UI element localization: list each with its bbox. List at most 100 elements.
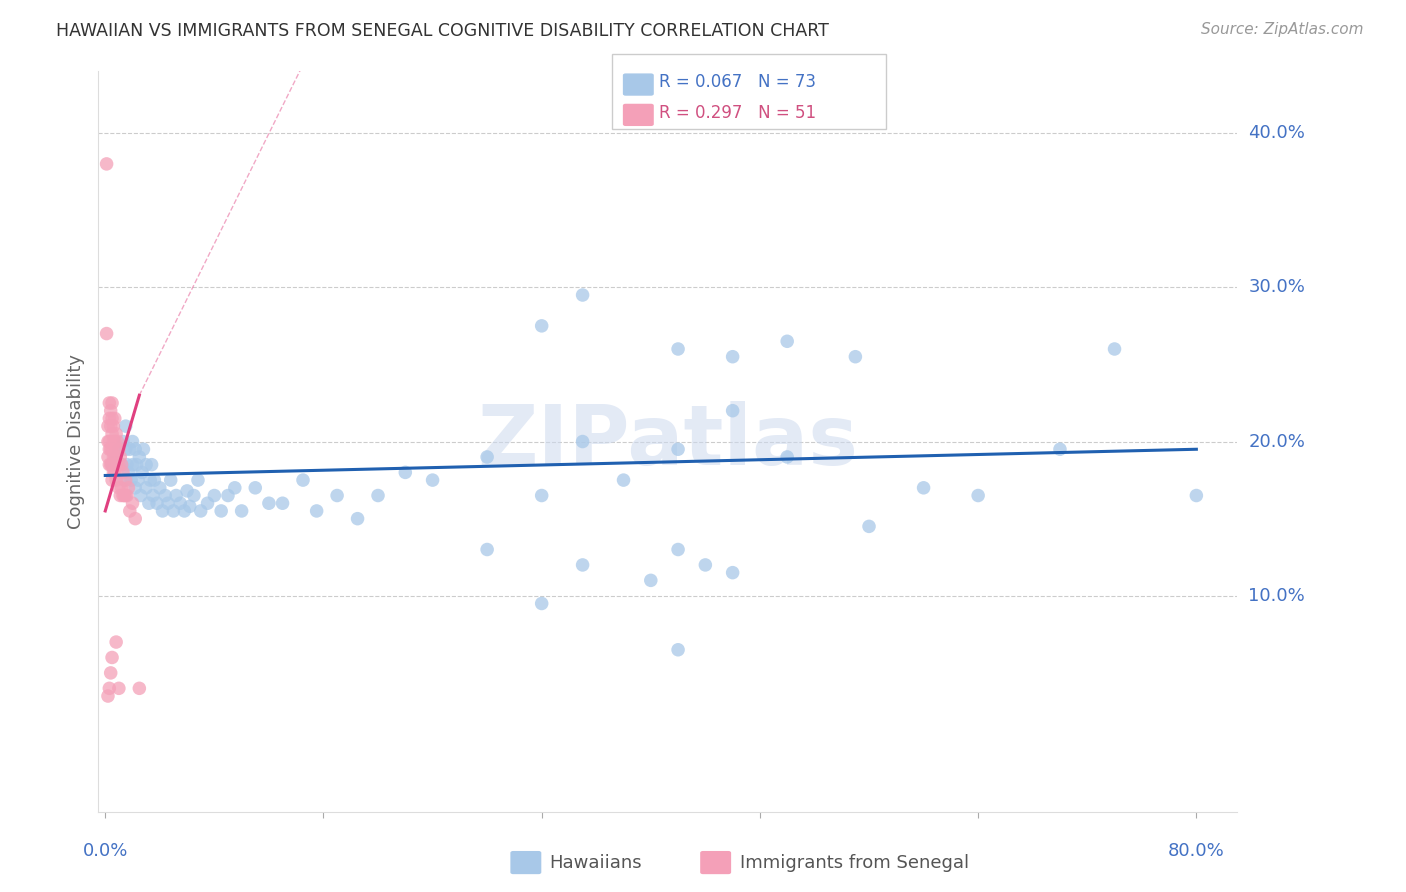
Point [101,426,124,441]
Point [132,442,155,457]
Point [143,473,166,487]
Point [103,466,125,480]
Point [844,350,866,364]
Point [96,157,118,171]
Point [105,426,128,441]
Point [127,473,149,487]
Point [108,458,131,472]
Point [612,473,634,487]
Point [776,450,799,464]
Point [96,326,118,341]
Point [114,489,136,503]
Point [530,597,553,611]
Point [124,511,146,525]
Point [108,442,131,457]
Point [346,511,368,525]
Point [104,450,127,464]
Point [101,442,124,457]
Point [142,489,165,503]
Point [98,442,121,457]
Point [101,458,124,472]
Point [146,496,169,510]
Point [128,450,150,464]
Text: 0.0%: 0.0% [83,842,128,860]
Point [114,442,136,457]
Point [110,481,132,495]
Point [103,450,125,464]
Point [114,473,136,487]
Point [98,411,121,425]
Point [124,481,146,495]
Point [98,396,121,410]
Point [135,458,157,472]
Point [159,473,181,487]
Point [1185,489,1208,503]
Text: ZIPatlas: ZIPatlas [478,401,858,482]
Text: 80.0%: 80.0% [1168,842,1225,860]
Point [124,442,146,457]
Point [104,434,127,449]
Point [245,481,267,495]
Point [176,483,198,498]
Point [224,481,246,495]
Point [666,642,689,657]
Point [149,481,172,495]
Point [571,558,593,572]
Point [858,519,880,533]
Point [183,489,205,503]
Text: 30.0%: 30.0% [1249,278,1305,296]
Point [169,496,191,510]
Point [666,542,689,557]
Point [115,489,138,503]
Point [112,489,135,503]
Point [138,496,160,510]
Point [105,635,128,649]
Point [475,450,498,464]
Point [111,466,134,480]
Point [666,442,689,457]
Point [100,403,122,417]
Point [257,496,280,510]
Point [141,458,163,472]
Point [117,466,139,480]
Point [530,318,553,333]
Text: Hawaiians: Hawaiians [550,854,643,871]
Point [100,442,122,457]
Point [209,504,232,518]
Point [112,473,135,487]
Point [571,434,593,449]
Point [105,442,128,457]
Point [217,489,239,503]
Point [121,434,143,449]
Point [121,496,143,510]
Point [640,574,662,588]
Point [114,419,136,434]
Point [97,689,120,703]
Point [110,458,132,472]
Point [97,434,120,449]
Point [110,450,132,464]
Point [475,542,498,557]
Point [197,496,219,510]
Point [912,481,935,495]
Point [776,334,799,349]
Point [173,504,195,518]
Point [155,489,177,503]
Point [103,434,125,449]
Point [367,489,389,503]
Point [101,473,124,487]
Point [105,473,128,487]
Point [98,681,121,696]
Point [125,458,148,472]
Point [97,419,120,434]
Point [107,458,129,472]
Text: 20.0%: 20.0% [1249,433,1305,450]
Point [967,489,990,503]
Point [108,481,131,495]
Point [162,504,184,518]
Point [103,419,125,434]
Point [721,566,744,580]
Point [118,442,141,457]
Point [721,403,744,417]
Point [571,288,593,302]
